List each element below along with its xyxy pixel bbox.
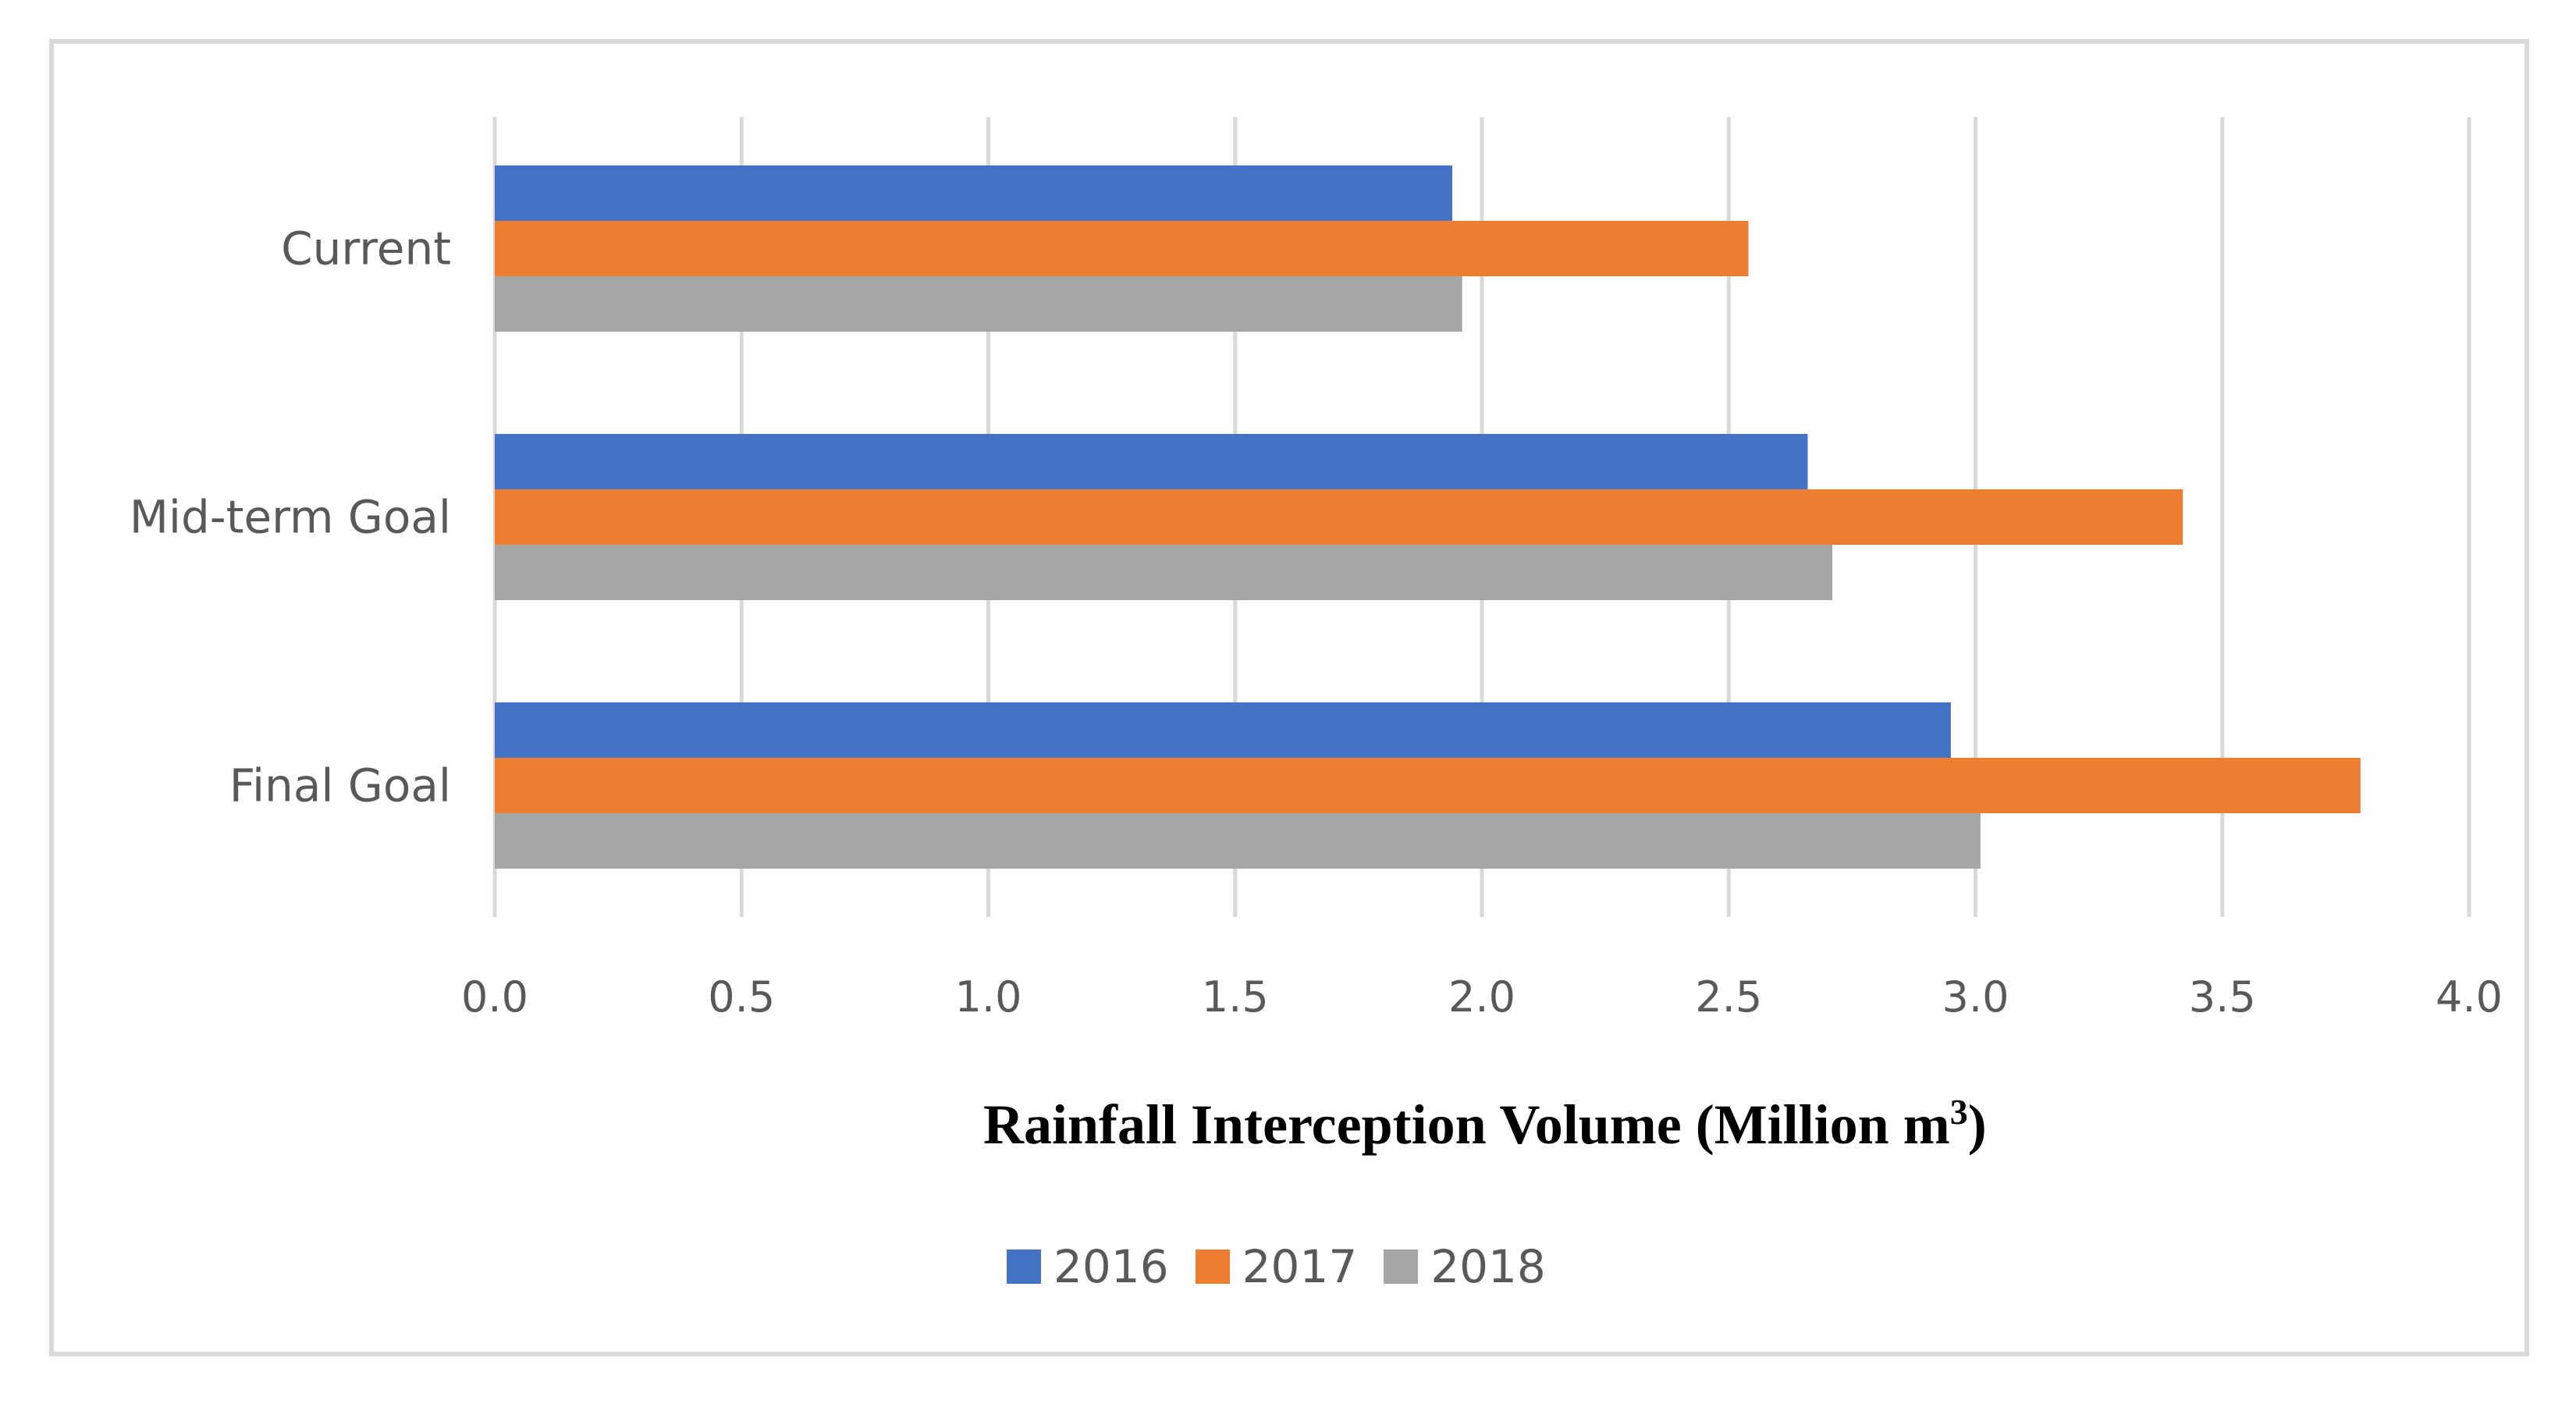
x-axis-title-superscript: 3	[1949, 1092, 1968, 1132]
legend-item-2017: 2017	[1195, 1240, 1358, 1293]
category-label: Current	[281, 222, 451, 275]
legend-item-2018: 2018	[1384, 1240, 1546, 1293]
legend-swatch	[1195, 1249, 1230, 1284]
x-tick-label: 0.5	[708, 972, 775, 1022]
legend-swatch	[1384, 1249, 1419, 1284]
bar-2018-mid-term-goal	[495, 545, 1833, 600]
x-axis-title-end: )	[1967, 1093, 1987, 1156]
x-tick-label: 3.5	[2189, 972, 2256, 1022]
legend-label: 2017	[1242, 1240, 1358, 1293]
x-tick-label: 4.0	[2436, 972, 2503, 1022]
legend: 2016 2017 2018	[1007, 1239, 1572, 1294]
bar-2017-current	[495, 221, 1749, 276]
bar-2016-final-goal	[495, 702, 1951, 758]
x-tick-label: 0.0	[461, 972, 528, 1022]
bar-2016-mid-term-goal	[495, 434, 1808, 489]
bar-2018-final-goal	[495, 813, 1981, 869]
legend-label: 2016	[1053, 1240, 1169, 1293]
bar-2017-final-goal	[495, 758, 2361, 813]
x-tick-label: 1.5	[1202, 972, 1269, 1022]
legend-swatch	[1007, 1249, 1041, 1284]
bar-2018-current	[495, 276, 1462, 332]
x-axis-title: Rainfall Interception Volume (Million m3…	[983, 1093, 1987, 1157]
category-labels: Current Mid-term Goal Final Goal	[130, 222, 451, 812]
bar-2017-mid-term-goal	[495, 489, 2183, 545]
legend-item-2016: 2016	[1007, 1240, 1169, 1293]
category-label: Mid-term Goal	[130, 491, 451, 544]
x-axis-title-main: Rainfall Interception Volume (Million m	[983, 1093, 1950, 1156]
x-tick-labels: 0.0 0.5 1.0 1.5 2.0 2.5 3.0 3.5 4.0	[461, 972, 2503, 1022]
x-tick-label: 2.0	[1448, 972, 1515, 1022]
legend-label: 2018	[1430, 1240, 1546, 1293]
bars	[495, 165, 2361, 869]
x-tick-label: 2.5	[1695, 972, 1762, 1022]
bar-2016-current	[495, 165, 1453, 221]
x-tick-label: 1.0	[955, 972, 1022, 1022]
x-tick-label: 3.0	[1942, 972, 2009, 1022]
category-label: Final Goal	[229, 759, 451, 812]
